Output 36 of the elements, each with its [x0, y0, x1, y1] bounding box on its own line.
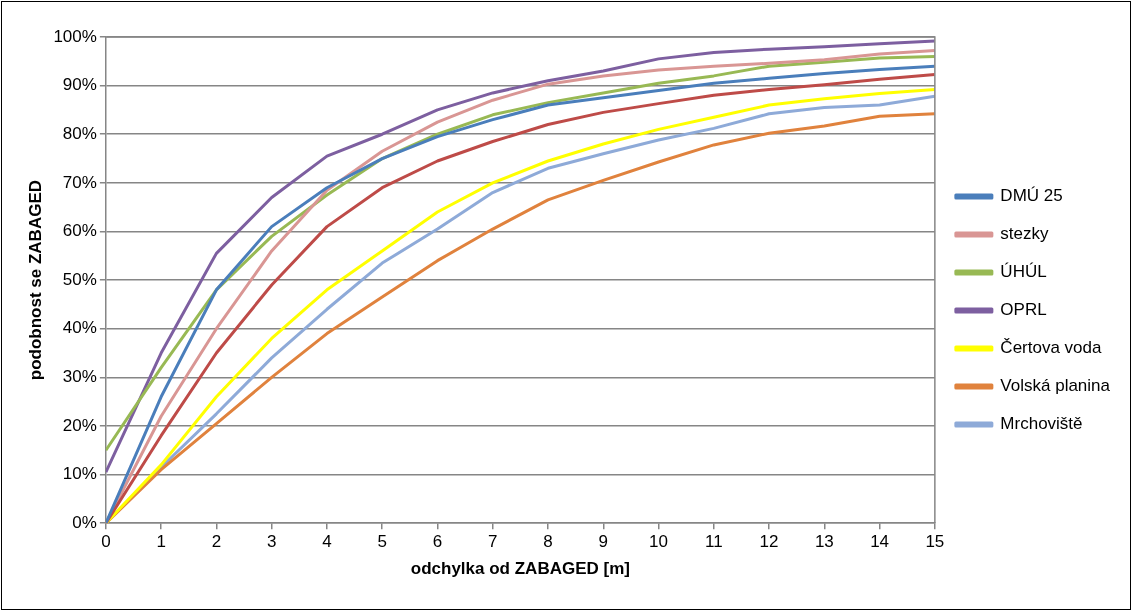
y-tick-label: 30% — [62, 367, 97, 387]
y-tick-label: 70% — [62, 172, 97, 192]
x-tick-label: 5 — [377, 532, 387, 552]
y-tick-label: 100% — [53, 26, 97, 46]
y-tick-label: 60% — [62, 221, 97, 241]
x-tick-label: 0 — [101, 532, 111, 552]
x-tick-label: 12 — [759, 532, 779, 552]
x-tick-label: 3 — [266, 532, 277, 552]
y-tick-label: 20% — [62, 415, 97, 435]
legend-label: DMÚ 25 — [1000, 186, 1063, 206]
x-tick-label: 1 — [156, 532, 166, 552]
x-tick-label: 13 — [814, 532, 834, 552]
legend-label: Volská planina — [1000, 376, 1111, 396]
legend-label: Čertova voda — [1000, 338, 1103, 358]
legend-label: ÚHÚL — [1000, 262, 1047, 282]
x-tick-label: 14 — [870, 532, 890, 552]
x-tick-label: 8 — [543, 532, 553, 552]
y-tick-label: 80% — [62, 123, 97, 143]
x-tick-label: 9 — [598, 532, 608, 552]
x-tick-label: 11 — [704, 532, 723, 552]
x-tick-label: 2 — [211, 532, 222, 552]
legend-label: OPRL — [1000, 300, 1047, 320]
x-tick-label: 10 — [649, 532, 668, 552]
y-axis-title: podobnost se ZABAGED — [25, 179, 45, 381]
x-tick-label: 7 — [488, 532, 498, 552]
y-tick-label: 90% — [62, 75, 97, 95]
y-tick-label: 40% — [62, 318, 97, 338]
x-tick-label: 4 — [322, 532, 332, 552]
x-axis-title: odchylka od ZABAGED [m] — [410, 559, 630, 579]
x-tick-label: 15 — [925, 532, 945, 552]
y-tick-label: 50% — [62, 269, 97, 289]
y-tick-label: 10% — [62, 464, 97, 484]
y-tick-label: 0% — [72, 512, 97, 532]
x-tick-label: 6 — [432, 532, 443, 552]
legend-label: stezky — [1000, 224, 1050, 244]
legend-label: Mrchoviště — [1000, 414, 1083, 434]
